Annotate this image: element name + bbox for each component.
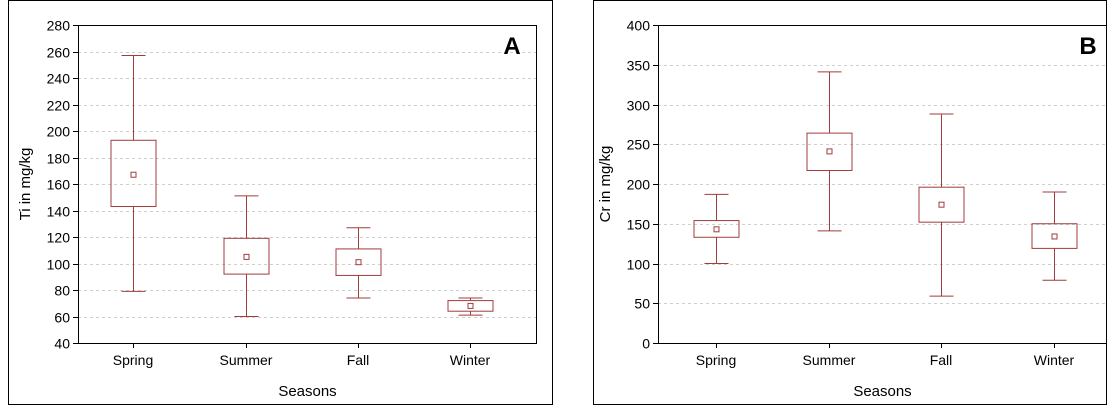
y-tick-label: 140 bbox=[47, 204, 71, 220]
y-tick-label: 100 bbox=[627, 257, 651, 273]
box-spring bbox=[110, 54, 157, 292]
mean-marker bbox=[938, 201, 945, 208]
box-body bbox=[918, 186, 965, 223]
box-body bbox=[447, 300, 494, 312]
x-tick-label: Summer bbox=[220, 352, 273, 368]
box-fall bbox=[918, 113, 965, 297]
y-tick-label: 300 bbox=[627, 98, 651, 114]
y-tick-label: 400 bbox=[627, 18, 651, 34]
y-tick-label: 120 bbox=[47, 230, 71, 246]
box-summer bbox=[223, 195, 270, 317]
box-body bbox=[1031, 223, 1078, 249]
panel-letter: B bbox=[1079, 33, 1096, 60]
y-tick-label: 100 bbox=[47, 257, 71, 273]
x-tick-label: Fall bbox=[347, 352, 370, 368]
y-axis-title: Ti in mg/kg bbox=[17, 148, 34, 221]
x-axis-title: Seasons bbox=[853, 383, 911, 400]
box-body bbox=[806, 132, 853, 171]
box-body bbox=[110, 139, 157, 208]
chart-panel-b: 0 50 100 150 200 250 300 350 400 Spring Summer Fall… bbox=[590, 0, 1107, 405]
mean-marker bbox=[130, 171, 137, 178]
box-body bbox=[223, 237, 270, 275]
x-axis-title: Seasons bbox=[278, 383, 336, 400]
box-body bbox=[335, 248, 382, 276]
y-tick-label: 240 bbox=[47, 71, 71, 87]
box-fall bbox=[335, 227, 382, 299]
y-tick-label: 280 bbox=[47, 18, 71, 34]
y-tick-label: 0 bbox=[642, 336, 650, 352]
y-axis-title: Cr in mg/kg bbox=[597, 146, 614, 223]
mean-marker bbox=[1051, 233, 1058, 240]
box-body bbox=[693, 220, 740, 238]
y-tick-label: 60 bbox=[54, 310, 70, 326]
y-tick-label: 180 bbox=[47, 151, 71, 167]
x-tick-label: Spring bbox=[113, 352, 153, 368]
y-tick-label: 80 bbox=[54, 283, 70, 299]
mean-marker bbox=[713, 226, 720, 233]
y-tick-label: 200 bbox=[47, 124, 71, 140]
y-tick-label: 200 bbox=[627, 177, 651, 193]
x-tick-label: Winter bbox=[1034, 352, 1075, 368]
y-tick-label: 350 bbox=[627, 58, 651, 74]
box-winter bbox=[447, 297, 494, 316]
y-tick-label: 50 bbox=[634, 296, 650, 312]
mean-marker bbox=[467, 302, 474, 309]
x-tick-label: Spring bbox=[696, 352, 736, 368]
y-tick-label: 160 bbox=[47, 177, 71, 193]
x-tick-label: Winter bbox=[450, 352, 491, 368]
y-tick-label: 250 bbox=[627, 137, 651, 153]
plot-frame bbox=[78, 25, 537, 344]
chart-panel-a: 40 60 80 100 120 140 160 180 200 220 240 260 280 Spri… bbox=[0, 0, 553, 405]
box-winter bbox=[1031, 191, 1078, 281]
x-tick-label: Summer bbox=[803, 352, 856, 368]
y-tick-label: 220 bbox=[47, 98, 71, 114]
y-tick-label: 150 bbox=[627, 217, 651, 233]
box-summer bbox=[806, 71, 853, 232]
box-spring bbox=[693, 193, 740, 264]
chart-a-svg: 40 60 80 100 120 140 160 180 200 220 240 260 280 Spri… bbox=[8, 0, 553, 405]
y-tick-label: 260 bbox=[47, 45, 71, 61]
mean-marker bbox=[826, 148, 833, 155]
mean-marker bbox=[243, 253, 250, 260]
y-tick-label: 40 bbox=[54, 336, 70, 352]
chart-b-svg: 0 50 100 150 200 250 300 350 400 Spring Summer Fall… bbox=[593, 0, 1107, 405]
panel-letter: A bbox=[503, 33, 520, 60]
mean-marker bbox=[355, 259, 362, 266]
x-tick-label: Fall bbox=[930, 352, 953, 368]
